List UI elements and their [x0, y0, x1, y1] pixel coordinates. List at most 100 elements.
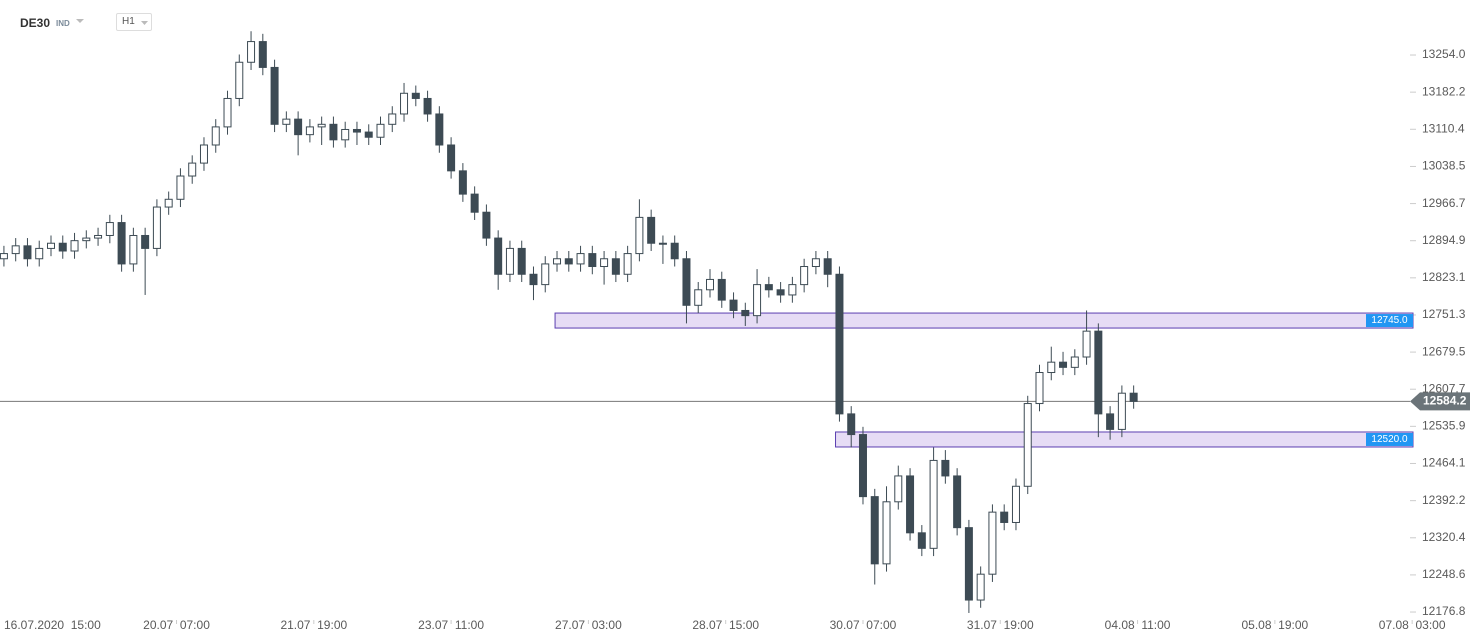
candle-body [141, 234, 150, 249]
x-tick-label: 05.08 19:00 [1241, 618, 1308, 632]
timeframe-selector[interactable]: H1 [116, 13, 152, 31]
candle-body [1000, 511, 1009, 523]
y-tick-label: 12176.8 [1422, 604, 1466, 618]
candle-body [858, 434, 867, 498]
y-tick-label: 12320.4 [1422, 530, 1466, 544]
candle-body [70, 240, 79, 252]
candle-body [1023, 403, 1032, 487]
candle-body [317, 123, 326, 128]
y-tick-label: 12248.6 [1422, 567, 1466, 581]
y-tick-label: 13038.5 [1422, 159, 1466, 173]
x-tick-label: 21.07 19:00 [280, 618, 347, 632]
candle-body [788, 284, 797, 296]
x-tick-label: 30.07 07:00 [830, 618, 897, 632]
y-tick-label: 12966.7 [1422, 196, 1466, 210]
candle-body [341, 128, 350, 141]
x-tick-label: 31.07 19:00 [967, 618, 1034, 632]
zone-label-box [1366, 314, 1413, 328]
candle-body [694, 289, 703, 306]
candle-body [105, 222, 114, 236]
x-tick-label: 04.08 11:00 [1105, 618, 1171, 632]
candle-body [247, 41, 256, 63]
y-tick-label: 12464.1 [1422, 456, 1466, 470]
candle-body [1094, 330, 1103, 415]
candle-body [176, 175, 185, 200]
candle-body [835, 273, 844, 415]
candle-body [152, 206, 161, 249]
candle-body [635, 216, 644, 255]
x-tick-label: 27.07 03:00 [555, 618, 622, 632]
candle-body [776, 289, 785, 296]
candle-body [611, 258, 620, 275]
y-tick-label: 12679.5 [1422, 344, 1466, 358]
candle-body [600, 258, 609, 268]
y-tick-label: 13254.0 [1422, 47, 1466, 61]
candle-body [753, 284, 762, 317]
candle-body [329, 123, 338, 141]
candle-body [435, 113, 444, 146]
dropdown-arrow[interactable] [76, 17, 86, 25]
candle-body [1011, 485, 1020, 523]
y-tick-label: 12535.9 [1422, 419, 1466, 433]
candle-body [976, 573, 985, 601]
candle-body [400, 92, 409, 115]
x-tick-label: 28.07 15:00 [692, 618, 759, 632]
candle-body [494, 237, 503, 275]
candle-body [964, 527, 973, 601]
candle-body [741, 309, 750, 317]
y-tick-label: 12823.1 [1422, 270, 1466, 284]
candle-body [764, 284, 773, 291]
candle-body [458, 170, 467, 195]
candle-body [364, 131, 373, 138]
candle-body [388, 113, 397, 125]
last-price-label: 12584.2 [1423, 394, 1467, 408]
last-price-tag [1410, 392, 1470, 411]
candle-body [553, 258, 562, 265]
y-tick-label: 12392.2 [1422, 493, 1466, 507]
candle-body [941, 459, 950, 477]
candle-body [823, 258, 832, 275]
candle-body [199, 144, 208, 164]
candle-body [847, 413, 856, 436]
candle-body [258, 41, 267, 68]
candle-body [94, 234, 103, 239]
candle-body [117, 222, 126, 265]
candle-body [529, 273, 538, 286]
instrument-type: IND [56, 19, 70, 28]
symbol[interactable]: DE30 [20, 16, 51, 30]
candle-body [706, 278, 714, 291]
candle-body [717, 278, 726, 301]
candle-body [294, 118, 303, 136]
candle-body [58, 242, 67, 252]
y-tick-label: 13110.4 [1422, 121, 1465, 135]
candle-body [517, 247, 526, 275]
candle-body [929, 459, 938, 549]
x-tick-label: 23.07 11:00 [418, 618, 484, 632]
candle-body [1106, 413, 1115, 430]
candle-body [423, 97, 432, 115]
zone-label: 12520.0 [1371, 434, 1408, 445]
candle-body [1059, 361, 1068, 368]
candle-body [953, 475, 962, 529]
candle-body [729, 299, 738, 311]
candle-body [35, 247, 44, 260]
x-tick-label: 16.07.2020 15:00 [4, 618, 101, 632]
candle-body [647, 216, 656, 244]
candle-body [988, 511, 997, 575]
zone [554, 312, 1414, 329]
candle-body [82, 237, 91, 242]
candle-body [447, 144, 456, 172]
candle-body [482, 211, 491, 239]
candle-body [917, 532, 926, 549]
candle-body [658, 242, 667, 245]
timeframe: H1 [122, 16, 135, 27]
y-tick-label: 12751.3 [1422, 307, 1466, 321]
candle-body [270, 66, 279, 125]
candle-body [870, 496, 879, 565]
candle-body [1035, 372, 1044, 405]
candle-body [1082, 330, 1091, 358]
candle-body [906, 475, 915, 534]
candle-body [352, 128, 361, 133]
y-tick-label: 12894.9 [1422, 233, 1466, 247]
